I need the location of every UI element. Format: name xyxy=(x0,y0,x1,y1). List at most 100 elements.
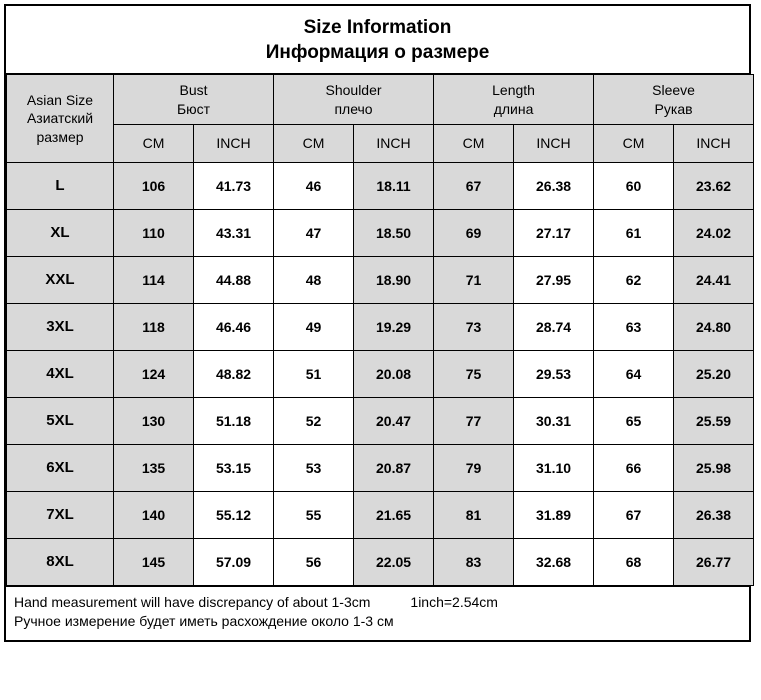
value-cell: 20.87 xyxy=(354,444,434,491)
value-cell: 51.18 xyxy=(194,397,274,444)
table-row: 4XL12448.825120.087529.536425.20 xyxy=(7,350,754,397)
value-cell: 21.65 xyxy=(354,491,434,538)
header-shoulder: Shoulder плечо xyxy=(274,75,434,124)
header-size: Asian Size Азиатский размер xyxy=(7,75,114,162)
header-bust: Bust Бюст xyxy=(114,75,274,124)
unit-inch: INCH xyxy=(194,124,274,162)
value-cell: 73 xyxy=(434,303,514,350)
value-cell: 23.62 xyxy=(674,162,754,209)
value-cell: 26.77 xyxy=(674,538,754,585)
value-cell: 44.88 xyxy=(194,256,274,303)
value-cell: 18.11 xyxy=(354,162,434,209)
table-row: 5XL13051.185220.477730.316525.59 xyxy=(7,397,754,444)
value-cell: 26.38 xyxy=(514,162,594,209)
value-cell: 22.05 xyxy=(354,538,434,585)
header-bust-en: Bust xyxy=(180,82,208,98)
title-block: Size Information Информация о размере xyxy=(6,6,749,74)
unit-cm: CM xyxy=(594,124,674,162)
value-cell: 62 xyxy=(594,256,674,303)
header-shoulder-en: Shoulder xyxy=(326,82,382,98)
unit-inch: INCH xyxy=(674,124,754,162)
unit-cm: CM xyxy=(434,124,514,162)
value-cell: 83 xyxy=(434,538,514,585)
value-cell: 25.20 xyxy=(674,350,754,397)
value-cell: 53 xyxy=(274,444,354,491)
value-cell: 67 xyxy=(594,491,674,538)
table-row: 7XL14055.125521.658131.896726.38 xyxy=(7,491,754,538)
size-cell: 7XL xyxy=(7,491,114,538)
value-cell: 31.89 xyxy=(514,491,594,538)
value-cell: 71 xyxy=(434,256,514,303)
value-cell: 46 xyxy=(274,162,354,209)
value-cell: 68 xyxy=(594,538,674,585)
value-cell: 60 xyxy=(594,162,674,209)
value-cell: 25.59 xyxy=(674,397,754,444)
header-sleeve: Sleeve Рукав xyxy=(594,75,754,124)
value-cell: 41.73 xyxy=(194,162,274,209)
value-cell: 49 xyxy=(274,303,354,350)
unit-inch: INCH xyxy=(354,124,434,162)
value-cell: 124 xyxy=(114,350,194,397)
size-chart-container: Size Information Информация о размере As… xyxy=(4,4,751,642)
value-cell: 48.82 xyxy=(194,350,274,397)
value-cell: 46.46 xyxy=(194,303,274,350)
value-cell: 30.31 xyxy=(514,397,594,444)
value-cell: 31.10 xyxy=(514,444,594,491)
size-cell: XL xyxy=(7,209,114,256)
size-cell: 6XL xyxy=(7,444,114,491)
value-cell: 56 xyxy=(274,538,354,585)
value-cell: 24.80 xyxy=(674,303,754,350)
table-row: 6XL13553.155320.877931.106625.98 xyxy=(7,444,754,491)
value-cell: 24.02 xyxy=(674,209,754,256)
value-cell: 77 xyxy=(434,397,514,444)
value-cell: 64 xyxy=(594,350,674,397)
size-cell: XXL xyxy=(7,256,114,303)
value-cell: 29.53 xyxy=(514,350,594,397)
table-row: XL11043.314718.506927.176124.02 xyxy=(7,209,754,256)
value-cell: 18.90 xyxy=(354,256,434,303)
size-cell: 5XL xyxy=(7,397,114,444)
value-cell: 66 xyxy=(594,444,674,491)
value-cell: 20.08 xyxy=(354,350,434,397)
value-cell: 43.31 xyxy=(194,209,274,256)
value-cell: 27.95 xyxy=(514,256,594,303)
size-cell: 8XL xyxy=(7,538,114,585)
value-cell: 118 xyxy=(114,303,194,350)
footer-en: Hand measurement will have discrepancy o… xyxy=(14,593,370,613)
value-cell: 61 xyxy=(594,209,674,256)
size-cell: 3XL xyxy=(7,303,114,350)
header-shoulder-ru: плечо xyxy=(334,101,372,117)
value-cell: 18.50 xyxy=(354,209,434,256)
value-cell: 81 xyxy=(434,491,514,538)
value-cell: 52 xyxy=(274,397,354,444)
size-table: Asian Size Азиатский размер Bust Бюст Sh… xyxy=(6,74,754,585)
table-row: 3XL11846.464919.297328.746324.80 xyxy=(7,303,754,350)
value-cell: 140 xyxy=(114,491,194,538)
unit-cm: CM xyxy=(114,124,194,162)
header-length-en: Length xyxy=(492,82,535,98)
value-cell: 110 xyxy=(114,209,194,256)
size-cell: 4XL xyxy=(7,350,114,397)
value-cell: 51 xyxy=(274,350,354,397)
value-cell: 75 xyxy=(434,350,514,397)
value-cell: 106 xyxy=(114,162,194,209)
table-body: L10641.734618.116726.386023.62XL11043.31… xyxy=(7,162,754,585)
header-sleeve-en: Sleeve xyxy=(652,82,695,98)
footer-note: Hand measurement will have discrepancy o… xyxy=(6,586,749,640)
title-en: Size Information xyxy=(6,16,749,41)
value-cell: 63 xyxy=(594,303,674,350)
footer-ru: Ручное измерение будет иметь расхождение… xyxy=(14,612,741,632)
value-cell: 25.98 xyxy=(674,444,754,491)
value-cell: 145 xyxy=(114,538,194,585)
header-length: Length длина xyxy=(434,75,594,124)
table-row: L10641.734618.116726.386023.62 xyxy=(7,162,754,209)
value-cell: 65 xyxy=(594,397,674,444)
value-cell: 26.38 xyxy=(674,491,754,538)
value-cell: 57.09 xyxy=(194,538,274,585)
header-size-ru: Азиатский размер xyxy=(27,110,93,144)
table-row: XXL11444.884818.907127.956224.41 xyxy=(7,256,754,303)
size-cell: L xyxy=(7,162,114,209)
value-cell: 67 xyxy=(434,162,514,209)
table-row: 8XL14557.095622.058332.686826.77 xyxy=(7,538,754,585)
value-cell: 27.17 xyxy=(514,209,594,256)
